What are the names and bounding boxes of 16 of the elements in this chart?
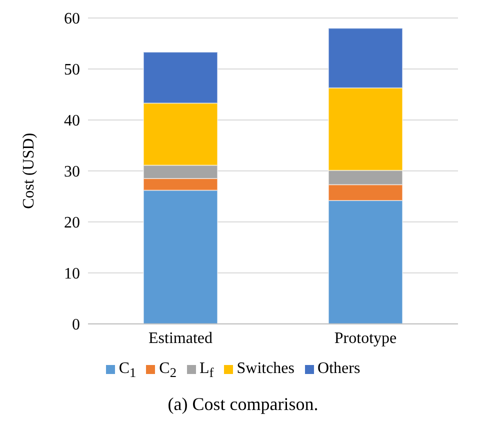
x-tick-label: Prototype	[334, 330, 397, 348]
y-tick-label: 0	[72, 316, 80, 334]
y-tick-label: 10	[64, 266, 80, 283]
x-tick-label: Estimated	[148, 330, 212, 348]
y-tick-label: 20	[64, 214, 80, 232]
text: (a) Cost comparison.	[166, 394, 320, 415]
y-tick-label: 50	[64, 62, 80, 79]
y-tick-label: 60	[64, 10, 80, 28]
legend-label: Others	[318, 360, 360, 377]
y-tick-label: 30	[64, 164, 80, 181]
y-tick-label: 40	[64, 112, 80, 130]
legend-label: C$_{1}$	[118, 360, 136, 380]
y-axis-title: Cost (USD)	[20, 132, 38, 209]
legend-label: C$_{2}$	[159, 360, 176, 380]
legend-label: L$_{f}$	[200, 360, 214, 380]
legend-label: Switches	[236, 360, 295, 377]
